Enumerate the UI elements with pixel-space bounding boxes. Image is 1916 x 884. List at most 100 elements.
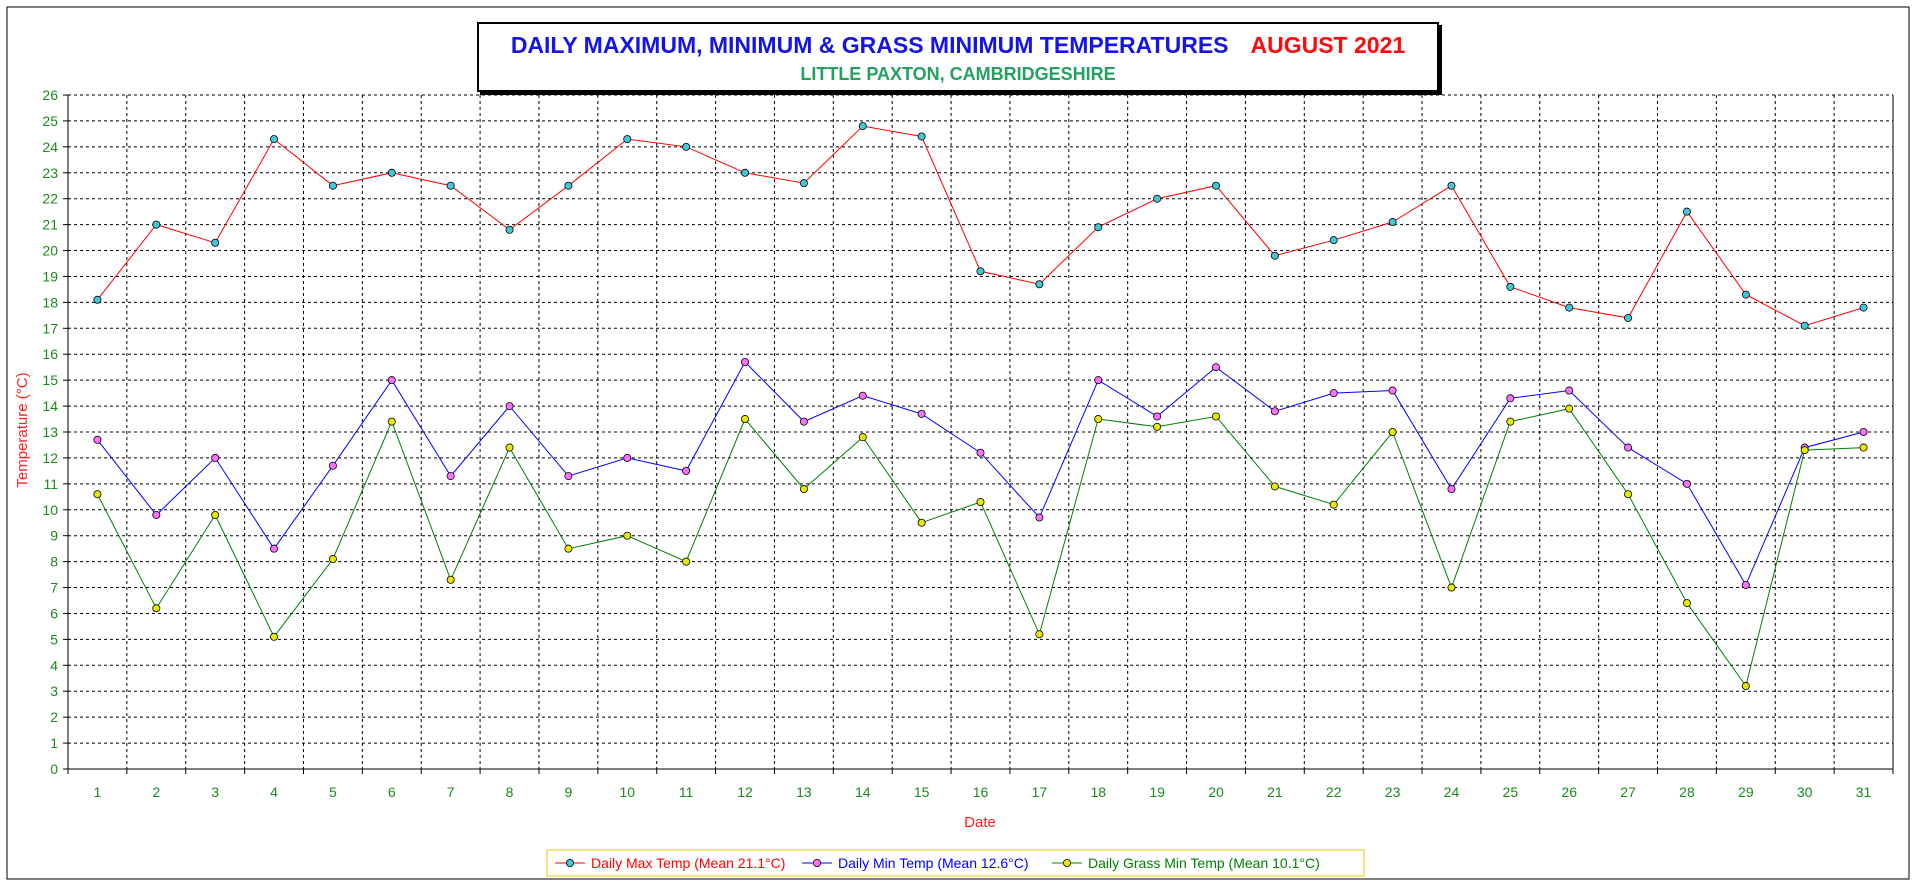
y-tick-label: 14 xyxy=(42,398,58,414)
y-tick-label: 4 xyxy=(50,657,58,673)
data-point xyxy=(799,417,808,426)
data-point xyxy=(623,135,632,144)
data-point xyxy=(270,135,279,144)
data-point xyxy=(152,604,161,613)
y-tick-label: 3 xyxy=(50,683,58,699)
legend-marker xyxy=(813,859,822,868)
data-point xyxy=(1800,446,1809,455)
data-point xyxy=(328,461,337,470)
data-point xyxy=(1270,407,1279,416)
data-point xyxy=(505,402,514,411)
x-tick-label: 22 xyxy=(1326,784,1342,800)
x-tick-label: 4 xyxy=(270,784,278,800)
data-point xyxy=(1565,404,1574,413)
y-tick-label: 22 xyxy=(42,191,58,207)
chart-title-line: DAILY MAXIMUM, MINIMUM & GRASS MINIMUM T… xyxy=(479,32,1437,59)
data-point xyxy=(1035,513,1044,522)
data-point xyxy=(1211,181,1220,190)
data-point xyxy=(93,295,102,304)
y-tick-label: 12 xyxy=(42,450,58,466)
series-1 xyxy=(93,122,1868,330)
data-point xyxy=(682,466,691,475)
chart-border xyxy=(6,6,1910,880)
legend-label: Daily Min Temp (Mean 12.6°C) xyxy=(838,855,1029,871)
data-point xyxy=(917,409,926,418)
data-point xyxy=(917,132,926,141)
chart-title-month: AUGUST 2021 xyxy=(1250,32,1406,58)
data-point xyxy=(1506,282,1515,291)
x-tick-label: 8 xyxy=(506,784,514,800)
data-point xyxy=(1447,583,1456,592)
y-tick-label: 15 xyxy=(42,372,58,388)
data-point xyxy=(682,557,691,566)
data-point xyxy=(564,544,573,553)
data-point xyxy=(505,443,514,452)
legend: Daily Max Temp (Mean 21.1°C) Daily Min Te… xyxy=(546,849,1365,877)
x-tick-label: 14 xyxy=(855,784,871,800)
data-point xyxy=(623,531,632,540)
data-point xyxy=(211,238,220,247)
x-tick-label: 16 xyxy=(973,784,989,800)
data-point xyxy=(387,417,396,426)
data-point xyxy=(1859,443,1868,452)
y-axis-title: Temperature (°C) xyxy=(14,372,31,487)
x-tick-label: 3 xyxy=(211,784,219,800)
y-tick-label: 6 xyxy=(50,605,58,621)
y-tick-label: 11 xyxy=(43,476,58,492)
data-point xyxy=(976,448,985,457)
data-point xyxy=(976,267,985,276)
y-tick-label: 1 xyxy=(50,735,58,751)
data-point xyxy=(1329,500,1338,509)
x-tick-label: 26 xyxy=(1561,784,1577,800)
data-point xyxy=(1094,376,1103,385)
x-tick-labels: 1 2 3 4 5 6 7 8 9 10 11 12 13 14 15 16 17 18 19 20 21 22 23 24 2… xyxy=(94,784,1872,800)
data-point xyxy=(1624,490,1633,499)
y-tick-label: 26 xyxy=(42,87,58,103)
data-point xyxy=(93,490,102,499)
x-axis-title: Date xyxy=(964,814,996,831)
y-tick-label: 10 xyxy=(42,502,58,518)
data-point xyxy=(1682,479,1691,488)
y-tick-label: 17 xyxy=(42,320,58,336)
y-tick-labels: 0123456789101112131415161718192021222324… xyxy=(42,87,58,777)
data-point xyxy=(858,122,867,131)
y-tick-label: 7 xyxy=(50,580,58,596)
data-point xyxy=(1859,303,1868,312)
data-point xyxy=(1153,194,1162,203)
data-point xyxy=(211,510,220,519)
x-tick-label: 10 xyxy=(619,784,635,800)
data-point xyxy=(1035,280,1044,289)
data-point xyxy=(1388,386,1397,395)
x-tick-label: 24 xyxy=(1444,784,1460,800)
data-point xyxy=(152,220,161,229)
data-point xyxy=(799,485,808,494)
data-point xyxy=(741,415,750,424)
data-point xyxy=(1270,251,1279,260)
legend-item-1: Daily Max Temp (Mean 21.1°C) xyxy=(555,855,785,871)
data-point xyxy=(1447,485,1456,494)
data-point xyxy=(328,181,337,190)
y-tick-label: 5 xyxy=(50,631,58,647)
x-tick-label: 7 xyxy=(447,784,455,800)
chart-title: DAILY MAXIMUM, MINIMUM & GRASS MINIMUM T… xyxy=(510,32,1229,58)
data-point xyxy=(1624,443,1633,452)
data-point xyxy=(1506,394,1515,403)
legend-marker xyxy=(1063,859,1072,868)
data-point xyxy=(1035,630,1044,639)
x-tick-label: 13 xyxy=(796,784,812,800)
data-point xyxy=(1329,236,1338,245)
data-point xyxy=(328,555,337,564)
data-point xyxy=(858,433,867,442)
x-tick-label: 9 xyxy=(565,784,573,800)
y-tick-label: 20 xyxy=(42,243,58,259)
x-tick-label: 18 xyxy=(1090,784,1106,800)
y-tick-label: 0 xyxy=(50,761,58,777)
data-point xyxy=(1682,599,1691,608)
x-tick-label: 30 xyxy=(1797,784,1813,800)
x-tick-label: 20 xyxy=(1208,784,1224,800)
data-point xyxy=(564,181,573,190)
data-point xyxy=(682,142,691,151)
data-point xyxy=(623,453,632,462)
data-point xyxy=(741,168,750,177)
